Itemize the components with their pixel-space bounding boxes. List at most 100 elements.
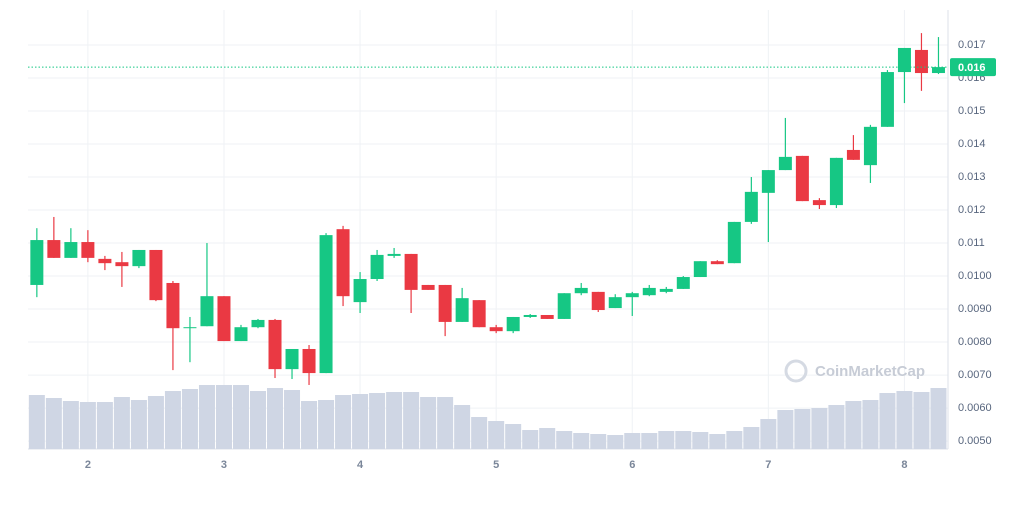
volume-bar (845, 401, 862, 449)
candle-body (370, 254, 384, 280)
volume-bar (147, 396, 164, 449)
candle-body (693, 261, 707, 278)
volume-bar (249, 391, 267, 449)
volume-bar (794, 409, 811, 449)
volume-bar (352, 394, 369, 449)
candle-body (183, 327, 197, 329)
plot-background (28, 10, 949, 450)
candle-body (829, 157, 843, 206)
volume-bar (743, 427, 760, 449)
volume-bar (301, 401, 318, 449)
candle-body (217, 296, 231, 342)
x-tick-label: 7 (765, 459, 771, 471)
candle-body (98, 258, 112, 264)
watermark: CoinMarketCap (784, 359, 925, 383)
x-tick-label: 4 (357, 459, 364, 471)
x-tick-label: 3 (221, 459, 227, 471)
volume-bar (811, 408, 828, 449)
candle-body (387, 253, 401, 256)
candle-body (47, 240, 61, 258)
candle-body (642, 287, 656, 296)
last-price-box (950, 58, 996, 77)
candle-body (676, 277, 690, 289)
candle-body (846, 149, 860, 160)
volume-bar (624, 433, 641, 449)
volume-bar (760, 419, 777, 449)
volume-bar (641, 433, 658, 449)
candle-body (540, 314, 554, 319)
candle-body (132, 249, 146, 267)
y-tick-label: 0.017 (958, 39, 986, 51)
volume-bar (505, 424, 522, 449)
volume-bar (454, 405, 471, 449)
candle-body (353, 279, 367, 303)
candle-body (166, 282, 180, 329)
volume-bar (45, 398, 62, 449)
candle-body (591, 291, 605, 311)
candle-body (234, 327, 248, 342)
volume-bar (284, 390, 301, 449)
volume-bar (335, 395, 352, 449)
volume-bar (79, 402, 96, 449)
candle-body (302, 348, 316, 374)
volume-bar (96, 402, 113, 449)
candle-body (795, 155, 809, 202)
x-tick-label: 5 (493, 459, 499, 471)
candle-body (251, 319, 265, 328)
volume-bar (164, 391, 181, 449)
candle-body (557, 293, 571, 319)
candle-body (812, 200, 826, 206)
candle-body (914, 49, 928, 74)
volume-bar (913, 392, 930, 449)
candle-body (489, 327, 503, 332)
volume-bar (675, 431, 692, 449)
watermark-text: CoinMarketCap (815, 363, 925, 380)
y-tick-label: 0.0090 (958, 303, 992, 315)
candle-body (404, 253, 418, 290)
candle-body (710, 261, 724, 265)
volume-bar (522, 430, 539, 449)
volume-bar (692, 432, 709, 449)
candle-body (761, 170, 775, 193)
volume-bar (369, 393, 386, 449)
volume-bar (198, 385, 215, 449)
volume-bar (726, 431, 743, 449)
candle-body (472, 300, 486, 328)
y-tick-label: 0.011 (958, 237, 985, 249)
volume-bar (658, 431, 675, 449)
y-tick-label: 0.0080 (958, 336, 992, 348)
candle-body (778, 156, 792, 171)
volume-bar (556, 431, 573, 449)
x-tick-label: 8 (901, 459, 907, 471)
y-tick-label: 0.013 (958, 171, 986, 183)
candle-body (897, 47, 911, 73)
y-tick-label: 0.014 (958, 138, 986, 150)
volume-bar (215, 385, 232, 449)
candle-body (880, 72, 894, 127)
candle-body (200, 296, 214, 327)
candle-body (336, 229, 350, 297)
candle-body (523, 314, 537, 317)
candle-body (659, 288, 673, 292)
y-tick-label: 0.015 (958, 105, 986, 117)
volume-bar (437, 397, 454, 449)
candle-body (64, 242, 78, 258)
candle-body (863, 126, 877, 166)
candle-body (319, 235, 333, 374)
volume-bar (113, 397, 130, 449)
y-tick-label: 0.0060 (958, 402, 992, 414)
volume-bar (828, 405, 845, 449)
candle-body (625, 293, 639, 298)
y-tick-label: 0.0070 (958, 369, 992, 381)
candle-body (438, 284, 452, 322)
candle-body (931, 67, 945, 74)
volume-bar (777, 410, 794, 449)
candle-body (30, 240, 44, 285)
volume-bar (488, 421, 505, 449)
candle-body (608, 297, 622, 309)
volume-bar (386, 392, 403, 449)
candle-body (506, 316, 520, 332)
volume-bar (709, 434, 726, 449)
candle-body (81, 242, 95, 258)
watermark-logo (784, 359, 808, 383)
